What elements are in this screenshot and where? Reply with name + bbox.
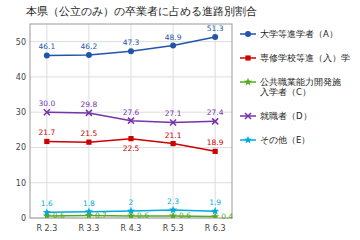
- marker: [127, 207, 135, 215]
- data-label: 0.6: [137, 211, 149, 220]
- legend-label: 就職者（D）: [260, 111, 312, 121]
- marker: [86, 140, 91, 145]
- x-tick-label: R 3.3: [79, 224, 100, 233]
- data-label: 2: [129, 198, 134, 207]
- marker: [128, 118, 134, 124]
- marker: [170, 119, 176, 125]
- legend-label: 大学等進学者（A）: [260, 29, 338, 39]
- legend-label-line: 公共職業能力開発施: [260, 77, 341, 87]
- data-label: 51.3: [207, 24, 224, 33]
- marker: [128, 48, 134, 54]
- x-tick-label: R 5.3: [163, 224, 184, 233]
- data-label: 0.7: [95, 211, 107, 220]
- marker: [170, 141, 175, 146]
- data-label: 21.7: [38, 128, 55, 137]
- marker: [169, 212, 177, 218]
- marker: [43, 208, 51, 216]
- data-label: 47.3: [123, 38, 140, 47]
- legend-marker: [245, 31, 251, 37]
- grid: [30, 24, 232, 218]
- legend-marker: [244, 136, 252, 144]
- legend-label-line: 専修学校等進（入）学: [260, 53, 350, 63]
- x-tick-label: R 6.3: [205, 224, 226, 233]
- marker: [212, 118, 218, 124]
- chart: 本県（公立のみ）の卒業者に占める進路別割合 0 10 20 30 40 50 R 2.3 R 3…: [0, 0, 360, 240]
- x-grid-line: [173, 24, 174, 218]
- data-label: 21.5: [81, 129, 98, 138]
- data-label: 48.9: [165, 33, 182, 42]
- marker: [212, 34, 218, 40]
- data-label: 46.1: [38, 42, 55, 51]
- marker: [213, 149, 218, 154]
- data-label: 1.9: [209, 198, 221, 207]
- legend-marker: [245, 55, 250, 60]
- marker: [128, 136, 133, 141]
- marker: [169, 206, 177, 214]
- data-label: 1.6: [41, 199, 53, 208]
- marker: [170, 43, 176, 49]
- data-label: 1.8: [83, 199, 95, 208]
- y-tick-label: 0: [21, 214, 26, 223]
- data-label: 2.3: [167, 197, 179, 206]
- marker: [86, 52, 92, 58]
- marker: [44, 109, 50, 115]
- marker: [44, 52, 50, 58]
- legend-label-line: 大学等進学者（A）: [260, 29, 338, 39]
- data-label: 0.6: [179, 211, 191, 220]
- y-tick-label: 10: [16, 179, 26, 188]
- marks: [43, 34, 219, 218]
- legend-label: 公共職業能力開発施入学者（C）: [260, 77, 341, 97]
- data-label: 29.8: [81, 100, 98, 109]
- series-line: [47, 37, 215, 55]
- data-label: 27.6: [123, 108, 140, 117]
- x-tick-label: R 2.3: [36, 224, 57, 233]
- legend: 大学等進学者（A）専修学校等進（入）学公共職業能力開発施入学者（C）就職者（D）…: [240, 29, 350, 145]
- legend-marker: [244, 78, 252, 86]
- marker: [211, 212, 219, 218]
- data-label: 18.9: [207, 138, 224, 147]
- data-label: 27.1: [165, 109, 182, 118]
- y-tick-label: 20: [16, 143, 26, 152]
- legend-marker: [245, 113, 251, 119]
- marker: [86, 110, 92, 116]
- data-label: 27.4: [207, 108, 224, 117]
- data-label: 30.0: [38, 99, 55, 108]
- y-tick-label: 40: [16, 73, 26, 82]
- x-tick-label: R 4.3: [121, 224, 142, 233]
- legend-label-line: 入学者（C）: [260, 87, 311, 97]
- legend-label: 専修学校等進（入）学: [260, 53, 350, 63]
- legend-label-line: 就職者（D）: [260, 111, 312, 121]
- plot-frame: [30, 24, 232, 218]
- data-label: 46.2: [81, 42, 98, 51]
- data-labels: 46.1 46.2 47.3 48.9 51.3 21.7 21.5 22.5 21.1 18.9…: [38, 24, 233, 221]
- y-tick-label: 50: [16, 38, 26, 47]
- data-label: 21.1: [165, 131, 182, 140]
- marker: [44, 139, 49, 144]
- title: 本県（公立のみ）の卒業者に占める進路別割合: [26, 5, 257, 17]
- marker: [211, 207, 219, 215]
- legend-label: その他（E）: [260, 135, 310, 145]
- legend-label-line: その他（E）: [260, 135, 310, 145]
- data-label: 0.6: [53, 211, 65, 220]
- marker: [85, 207, 93, 215]
- y-tick-label: 30: [16, 108, 26, 117]
- data-label: 22.5: [123, 144, 140, 153]
- data-label: 0.4: [221, 212, 233, 221]
